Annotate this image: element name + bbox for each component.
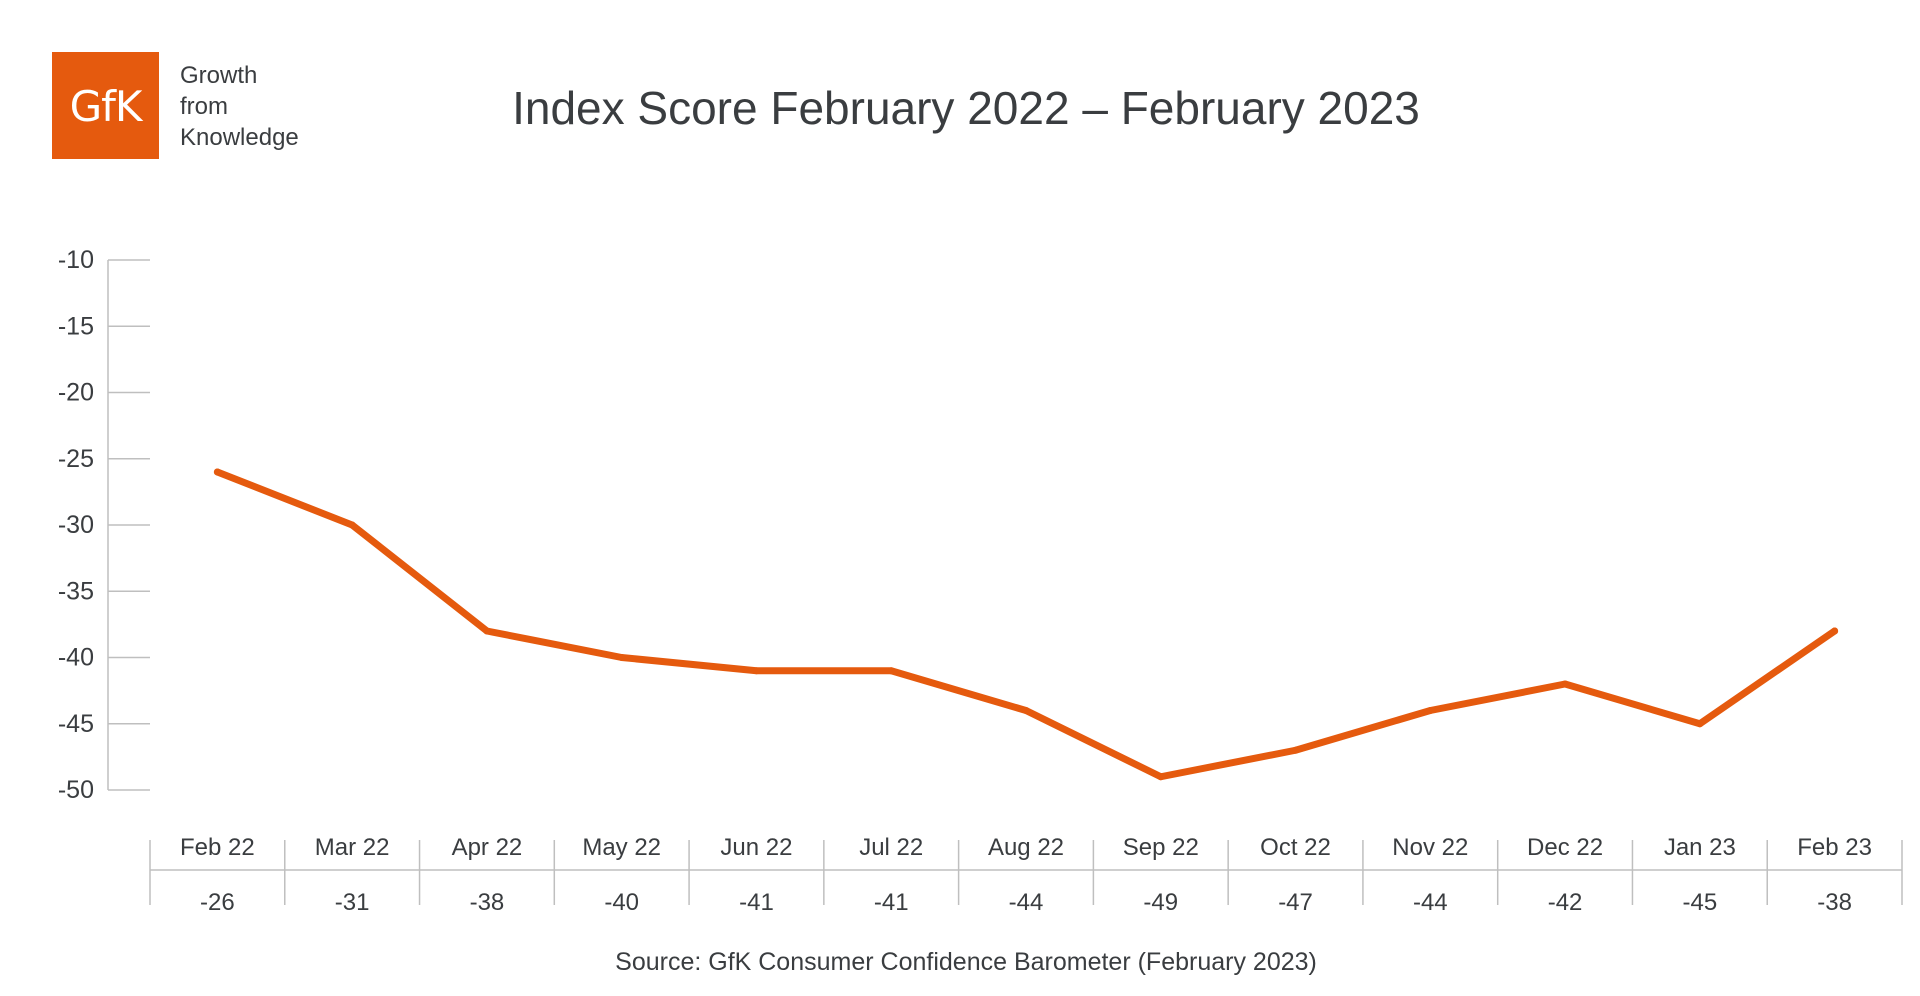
table-value-label: -41 (739, 889, 774, 916)
x-category-label: Jan 23 (1664, 834, 1736, 861)
table-value-label: -31 (335, 889, 370, 916)
tagline-line-2: from (180, 93, 228, 120)
x-category-label: Aug 22 (988, 834, 1064, 861)
series-line (213, 468, 1839, 781)
logo-text: GfK (69, 82, 143, 131)
data-point (348, 521, 356, 529)
table-value-label: -47 (1278, 889, 1313, 916)
series-layer (213, 468, 1839, 781)
data-point (213, 468, 221, 476)
x-category-label: Dec 22 (1527, 834, 1603, 861)
data-point (1831, 627, 1839, 635)
y-axis: -10 -15 -20 -25 -30 -35 -40 -45 -50 (58, 246, 150, 804)
value-table: Feb 22 -26 Mar 22 -31 Apr 22 -38 May 22 -40 Jun … (149, 834, 1903, 916)
y-tick-label: -25 (58, 445, 94, 473)
x-category-label: Feb 23 (1797, 834, 1872, 861)
table-value-label: -49 (1143, 889, 1178, 916)
source-note: Source: GfK Consumer Confidence Baromete… (615, 948, 1317, 976)
data-point (1292, 746, 1300, 754)
y-tick-label: -20 (58, 379, 94, 407)
y-tick-label: -40 (58, 644, 94, 672)
data-point (1696, 720, 1704, 728)
x-category-label: Feb 22 (180, 834, 255, 861)
data-point (887, 667, 895, 675)
table-value-label: -26 (200, 889, 235, 916)
y-tick-label: -35 (58, 577, 94, 605)
y-tick-label: -30 (58, 511, 94, 539)
brand-tagline: Growth from Knowledge (180, 60, 299, 153)
x-category-label: Jul 22 (859, 834, 923, 861)
tagline-line-1: Growth (180, 62, 258, 89)
table-value-label: -38 (470, 889, 505, 916)
x-category-label: Apr 22 (452, 834, 523, 861)
x-category-label: Nov 22 (1392, 834, 1468, 861)
gfk-logo: GfK (52, 52, 159, 159)
table-value-label: -44 (1009, 889, 1044, 916)
x-category-label: Mar 22 (315, 834, 390, 861)
data-point (1157, 773, 1165, 781)
y-tick-label: -45 (58, 710, 94, 738)
y-tick-label: -15 (58, 312, 94, 340)
x-category-label: Sep 22 (1123, 834, 1199, 861)
x-category-label: Oct 22 (1260, 834, 1331, 861)
data-point (1022, 707, 1030, 714)
data-point (1561, 680, 1569, 688)
table-value-label: -40 (604, 889, 639, 916)
table-value-label: -42 (1548, 889, 1583, 916)
y-tick-label: -50 (58, 776, 94, 804)
tagline-line-3: Knowledge (180, 124, 299, 151)
table-value-label: -38 (1817, 889, 1852, 916)
data-point (483, 627, 491, 635)
x-category-label: Jun 22 (720, 834, 792, 861)
x-category-label: May 22 (582, 834, 661, 861)
table-value-label: -44 (1413, 889, 1448, 916)
chart-title: Index Score February 2022 – February 202… (512, 82, 1420, 134)
data-point (1426, 707, 1434, 714)
data-point (752, 667, 760, 675)
table-value-label: -41 (874, 889, 909, 916)
table-value-label: -45 (1683, 889, 1718, 916)
y-tick-label: -10 (58, 246, 94, 274)
data-point (618, 654, 626, 661)
